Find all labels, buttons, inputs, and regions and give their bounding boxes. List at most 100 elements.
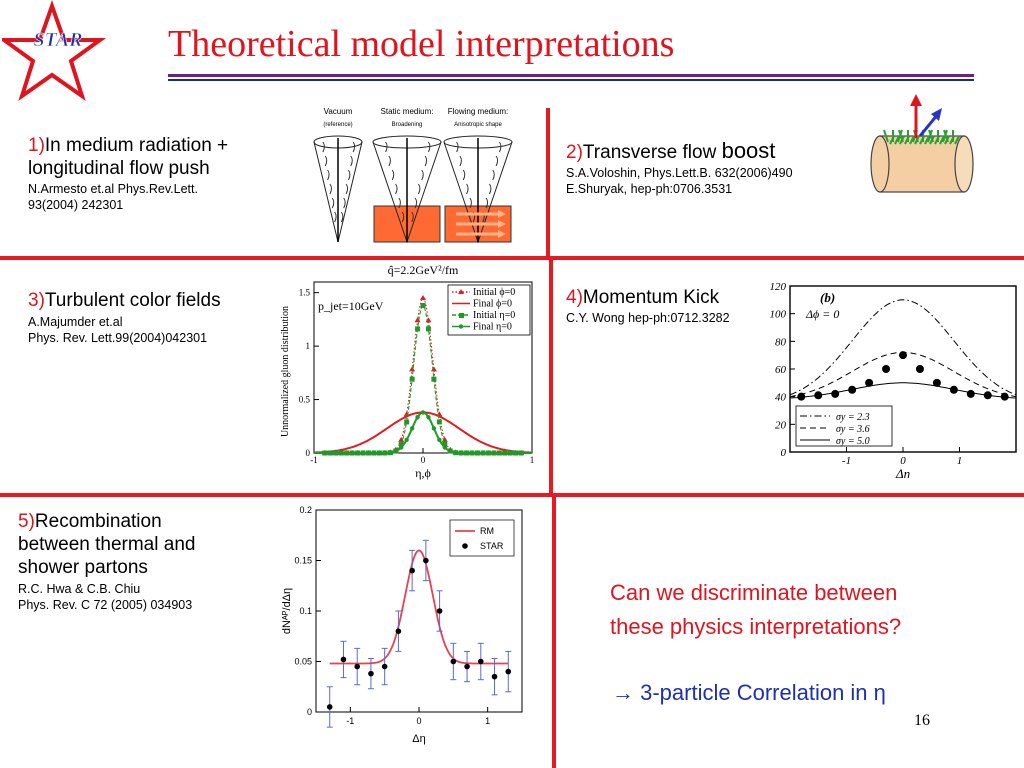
data-point — [915, 365, 924, 373]
delta-phi-annotation: Δϕ = 0 — [805, 307, 839, 321]
panel-1-title: Vacuum — [324, 107, 353, 116]
gluon-curl — [488, 183, 492, 195]
gluon-curl — [385, 141, 388, 153]
model-3-title: Turbulent color fields — [44, 290, 221, 311]
model-5-title-line-3: shower partons — [18, 557, 148, 578]
model-2-title: Transverse flow — [582, 142, 722, 163]
gluon-curl — [331, 197, 335, 209]
series-point-3 — [425, 326, 431, 332]
series-line-4 — [314, 411, 532, 454]
star-data-point — [491, 673, 498, 680]
series-point-4 — [448, 449, 453, 454]
series-point-3 — [409, 376, 415, 382]
series-point-4 — [420, 410, 426, 415]
model-2-ref-1: S.A.Voloshin, Phys.Lett.B. 632(2006)490 — [566, 166, 793, 180]
series-point-4 — [404, 437, 409, 443]
model-1: 1)In medium radiation + longitudinal flo… — [28, 134, 288, 213]
y-tick-label: 60 — [775, 364, 787, 376]
model-1-ref-1: N.Armesto et.al Phys.Rev.Lett. — [28, 182, 198, 196]
gluon-curl — [469, 197, 472, 209]
divider-horizontal-upper — [0, 256, 1024, 260]
title-underline — [168, 74, 974, 77]
gluon-curl — [498, 141, 502, 153]
rm-curve — [329, 549, 509, 665]
model-2-number: 2) — [566, 142, 583, 163]
legend-label-2: Final ϕ=0 — [473, 299, 512, 310]
cylinder-body — [879, 135, 965, 193]
legend-box — [449, 519, 515, 557]
series-point-4 — [508, 450, 513, 456]
gluon-curl — [424, 155, 428, 167]
x-tick-label: -1 — [310, 455, 318, 465]
series-point-4 — [480, 450, 486, 456]
series-point-1 — [420, 295, 426, 301]
cylinder-right-end — [954, 135, 974, 193]
model-2-title-emphasis: boost — [721, 138, 776, 163]
series-point-4 — [393, 449, 398, 454]
legend-marker-star — [462, 543, 468, 549]
series-line-2 — [313, 411, 533, 454]
gluon-curl — [340, 211, 344, 223]
legend-label-star: STAR — [480, 541, 504, 551]
green-spike — [928, 129, 934, 143]
model-3-ref-2: Phys. Rev. Lett.99(2004)042301 — [28, 331, 208, 345]
data-point — [882, 365, 891, 373]
green-spike — [894, 135, 900, 145]
logo-text: STAR — [34, 29, 83, 51]
legend-label-1: σy = 2.3 — [836, 412, 870, 423]
series-point-3 — [436, 419, 442, 425]
x-tick-label: -1 — [842, 455, 851, 467]
recombination-chart: 0 0.05 0.1 0.15 0.2 -1 0 1 Δη dNᴬᴾ/dΔη RM STAR — [281, 505, 523, 745]
y-tick-label: 1.5 — [299, 288, 311, 298]
question-line-2: these physics interpretations? — [610, 614, 902, 639]
divider-horizontal-lower — [0, 493, 1024, 497]
panel-2-title: Static medium: — [381, 107, 434, 116]
y-axis-label: Unnormalized gluon distribution — [280, 306, 291, 437]
series-point-3 — [431, 376, 437, 382]
model-3: 3)Turbulent color fields A.Majumder et.a… — [28, 289, 288, 346]
y-tick-label: 0.15 — [294, 556, 312, 566]
series-point-4 — [382, 450, 388, 456]
legend-label-4: Final η=0 — [473, 322, 512, 333]
flow-arrow-head — [498, 220, 506, 228]
gluon-curl — [324, 155, 328, 167]
series-point-4 — [491, 450, 497, 456]
blue-arrow-head — [931, 108, 942, 121]
series-point-4 — [513, 450, 518, 456]
series-point-4 — [349, 450, 355, 456]
series-point-4 — [431, 426, 437, 431]
divider-vertical-middle — [549, 258, 553, 496]
series-point-4 — [409, 426, 415, 431]
model-5-title-line-2: between thermal and — [18, 534, 196, 555]
data-point — [966, 389, 975, 398]
gluon-curl — [459, 155, 462, 167]
series-point-3 — [404, 419, 410, 425]
model-1-number: 1) — [28, 135, 45, 156]
gluon-curl — [347, 169, 351, 181]
panel-label: (b) — [820, 290, 835, 305]
model-5-title-line-1: Recombination — [34, 511, 162, 532]
star-data-point — [368, 670, 374, 677]
model-5: 5)Recombination between thermal and show… — [18, 510, 258, 613]
star-data-point — [423, 557, 429, 564]
green-spike — [943, 129, 949, 143]
x-axis-label: η,ϕ — [415, 466, 431, 480]
model-4: 4)Momentum Kick C.Y. Wong hep-ph:0712.32… — [566, 286, 766, 326]
x-tick-label: 1 — [957, 455, 963, 467]
series-point-3 — [415, 326, 421, 332]
legend-label-1: Initial ϕ=0 — [473, 287, 515, 298]
series-point-4 — [437, 437, 442, 443]
star-data-point — [354, 663, 360, 670]
gluon-curl — [495, 155, 499, 167]
data-point — [983, 391, 992, 400]
x-tick-label: -1 — [346, 716, 354, 726]
legend-marker — [458, 289, 464, 294]
star-data-point — [340, 656, 347, 663]
data-point — [865, 378, 874, 387]
series-point-4 — [502, 450, 507, 456]
model-4-title: Momentum Kick — [582, 287, 720, 308]
model-2: 2)Transverse flow boost S.A.Voloshin, Ph… — [566, 139, 856, 197]
series-point-4 — [371, 450, 377, 456]
y-tick-label: 0 — [306, 448, 311, 458]
